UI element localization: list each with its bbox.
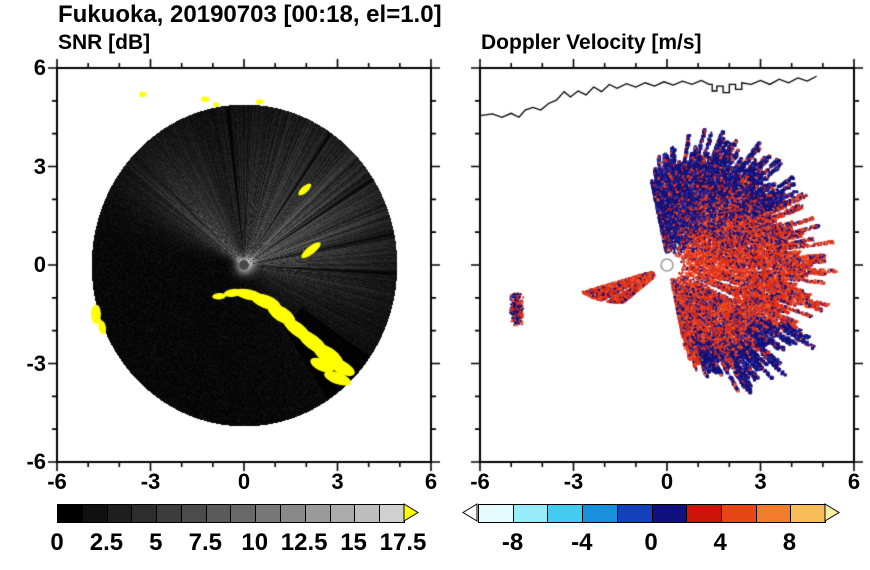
snr-colorbar-cell — [131, 505, 156, 522]
snr-colorbar-cell — [82, 505, 107, 522]
doppler-colorbar-overflow-arrow-icon — [824, 503, 840, 527]
snr-colorbar-tick-label: 17.5 — [365, 529, 441, 557]
doppler-ppi-plot — [468, 56, 866, 474]
doppler-colorbar-tick-label: -8 — [475, 529, 551, 557]
snr-colorbar-overflow-arrow-icon — [403, 503, 419, 527]
snr-colorbar — [57, 504, 405, 523]
doppler-colorbar-cell — [790, 505, 825, 522]
snr-colorbar-cell — [206, 505, 231, 522]
snr-y-tick-label: 0 — [4, 252, 46, 278]
snr-y-tick-label: 3 — [4, 154, 46, 180]
snr-ppi-plot — [45, 56, 443, 474]
doppler-x-tick-label: 6 — [819, 469, 870, 495]
snr-x-tick-label: -6 — [22, 469, 92, 495]
snr-x-tick-label: 3 — [303, 469, 373, 495]
doppler-colorbar-tick-label: -4 — [544, 529, 620, 557]
snr-colorbar-cell — [379, 505, 404, 522]
snr-x-tick-label: 0 — [209, 469, 279, 495]
doppler-colorbar — [478, 504, 826, 523]
doppler-colorbar-cell — [721, 505, 756, 522]
doppler-colorbar-cell — [617, 505, 652, 522]
snr-colorbar-cell — [280, 505, 305, 522]
doppler-panel-title: Doppler Velocity [m/s] — [481, 31, 702, 55]
doppler-colorbar-cell — [652, 505, 687, 522]
doppler-colorbar-tick-label: 0 — [613, 529, 689, 557]
snr-colorbar-cell — [330, 505, 355, 522]
snr-colorbar-cell — [305, 505, 330, 522]
doppler-colorbar-tick-label: 8 — [751, 529, 827, 557]
doppler-colorbar-cell — [582, 505, 617, 522]
snr-colorbar-cell — [107, 505, 132, 522]
snr-colorbar-cell — [255, 505, 280, 522]
doppler-colorbar-underflow-arrow-icon — [462, 503, 478, 527]
snr-panel-title: SNR [dB] — [58, 31, 150, 55]
doppler-colorbar-cell — [547, 505, 582, 522]
snr-colorbar-cell — [156, 505, 181, 522]
doppler-x-tick-label: 3 — [726, 469, 796, 495]
doppler-colorbar-cell — [686, 505, 721, 522]
doppler-colorbar-cell — [513, 505, 548, 522]
doppler-colorbar-tick-label: 4 — [682, 529, 758, 557]
figure-title: Fukuoka, 20190703 [00:18, el=1.0] — [58, 1, 442, 29]
doppler-x-tick-label: 0 — [632, 469, 702, 495]
radar-figure-page: { "header": { "title": "Fukuoka, 2019070… — [0, 0, 870, 570]
snr-x-tick-label: -3 — [116, 469, 186, 495]
snr-y-tick-label: 6 — [4, 55, 46, 81]
snr-y-tick-label: -3 — [4, 351, 46, 377]
doppler-colorbar-cell — [479, 505, 513, 522]
snr-colorbar-cell — [354, 505, 379, 522]
doppler-x-tick-label: -3 — [539, 469, 609, 495]
doppler-x-tick-label: -6 — [445, 469, 515, 495]
snr-colorbar-cell — [230, 505, 255, 522]
snr-colorbar-cell — [58, 505, 82, 522]
snr-colorbar-cell — [181, 505, 206, 522]
doppler-colorbar-cell — [756, 505, 791, 522]
